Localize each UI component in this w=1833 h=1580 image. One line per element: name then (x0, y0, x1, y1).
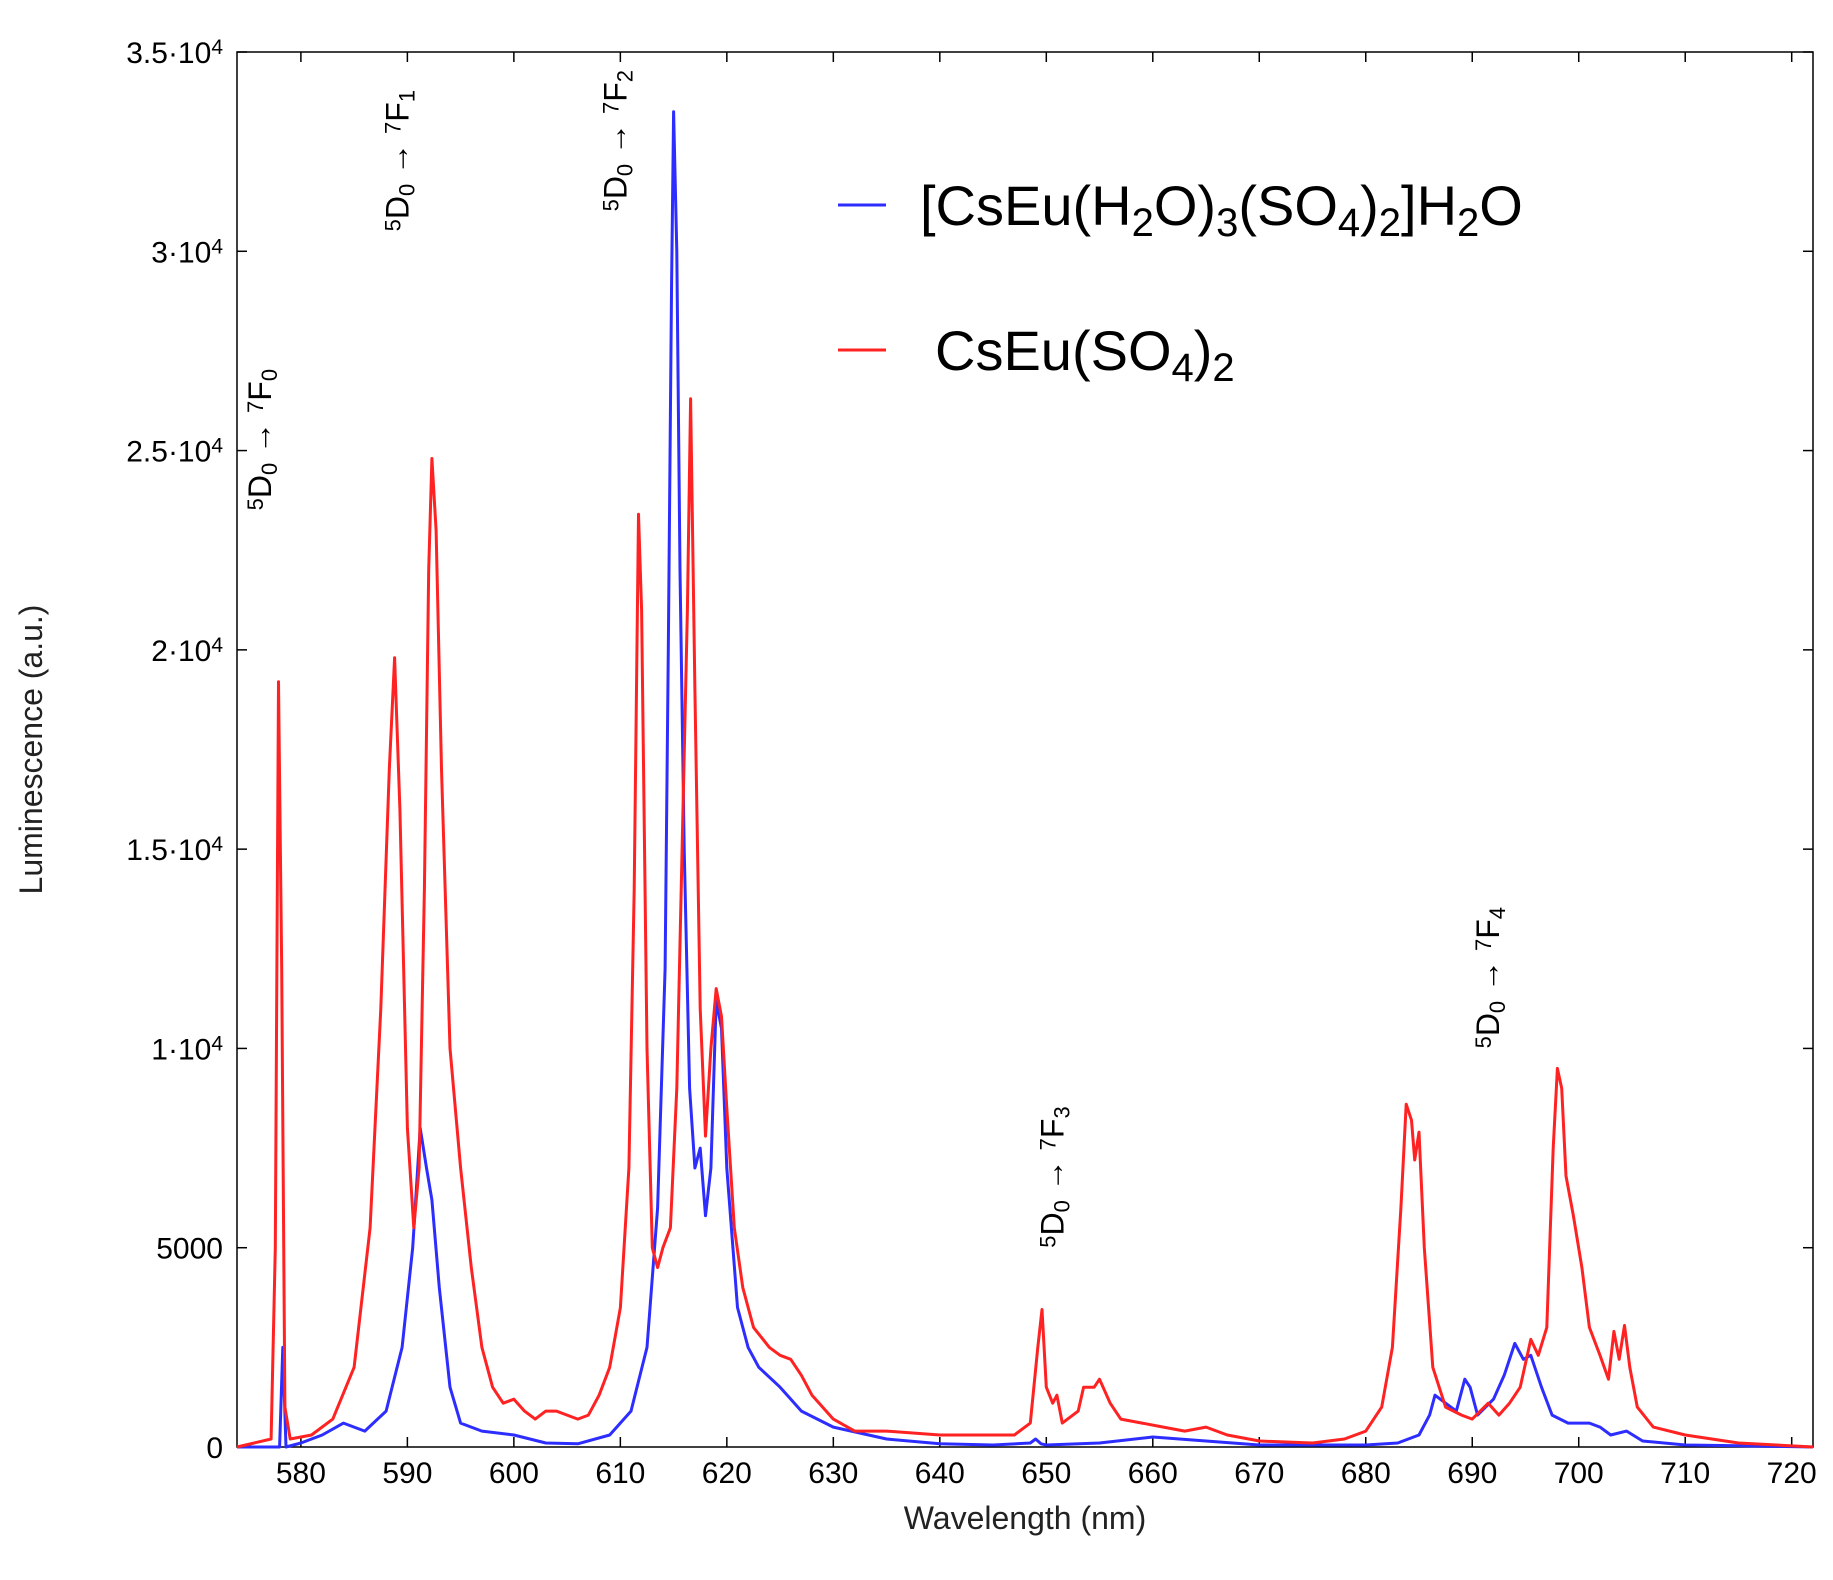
x-tick-label: 580 (276, 1457, 326, 1490)
x-tick-label: 680 (1341, 1457, 1391, 1490)
series-line-1 (237, 110, 1814, 1449)
x-tick-label: 610 (595, 1457, 645, 1490)
y-axis-label: Luminescence (a.u.) (13, 605, 49, 895)
legend-label-2: CsEu(SO4)2 (935, 319, 1235, 390)
y-tick-label: 1.5·104 (126, 833, 223, 867)
x-tick-label: 620 (702, 1457, 752, 1490)
transition-label-1: 5D0 → 7F1 (379, 90, 419, 231)
transition-label-3: 5D0 → 7F3 (1034, 1106, 1074, 1247)
transition-annotations: 5D0 → 7F0 5D0 → 7F1 5D0 → 7F2 5D0 → 7F3 5D0 … (242, 70, 1510, 1248)
x-axis-label: Wavelength (nm) (904, 1500, 1146, 1536)
series-lines (236, 110, 1814, 1449)
y-tick-label: 0 (206, 1432, 223, 1465)
transition-label-2: 5D0 → 7F2 (598, 70, 638, 211)
x-tick-label: 660 (1128, 1457, 1178, 1490)
transition-label-4: 5D0 → 7F4 (1470, 907, 1510, 1048)
x-tick-label: 690 (1447, 1457, 1497, 1490)
y-tick-label: 3·104 (151, 235, 223, 269)
series-line-2 (236, 397, 1814, 1449)
x-tick-label: 600 (489, 1457, 539, 1490)
x-tick-label: 710 (1660, 1457, 1710, 1490)
y-tick-label: 3.5·104 (126, 36, 223, 70)
x-tick-labels: 580 590 600 610 620 630 640 650 660 670 680 690 700 7… (276, 1457, 1817, 1490)
axis-ticks (237, 51, 1813, 1448)
y-tick-label: 2.5·104 (126, 434, 223, 468)
y-tick-label: 5000 (156, 1233, 223, 1266)
y-tick-labels: 0 5000 1·104 1.5·104 2·104 2.5·104 3·104 3.5·10… (126, 36, 223, 1465)
x-tick-label: 590 (382, 1457, 432, 1490)
x-tick-label: 640 (915, 1457, 965, 1490)
x-tick-label: 630 (808, 1457, 858, 1490)
x-tick-label: 700 (1554, 1457, 1604, 1490)
y-tick-label: 1·104 (151, 1032, 223, 1066)
legend: [CsEu(H2O)3(SO4)2]H2O CsEu(SO4)2 (838, 174, 1523, 390)
x-tick-label: 650 (1021, 1457, 1071, 1490)
x-tick-label: 670 (1234, 1457, 1284, 1490)
legend-label-1: [CsEu(H2O)3(SO4)2]H2O (920, 174, 1523, 245)
transition-label-0: 5D0 → 7F0 (242, 369, 282, 510)
y-tick-label: 2·104 (151, 633, 223, 667)
plot-frame (236, 51, 1814, 1448)
x-tick-label: 720 (1767, 1457, 1817, 1490)
